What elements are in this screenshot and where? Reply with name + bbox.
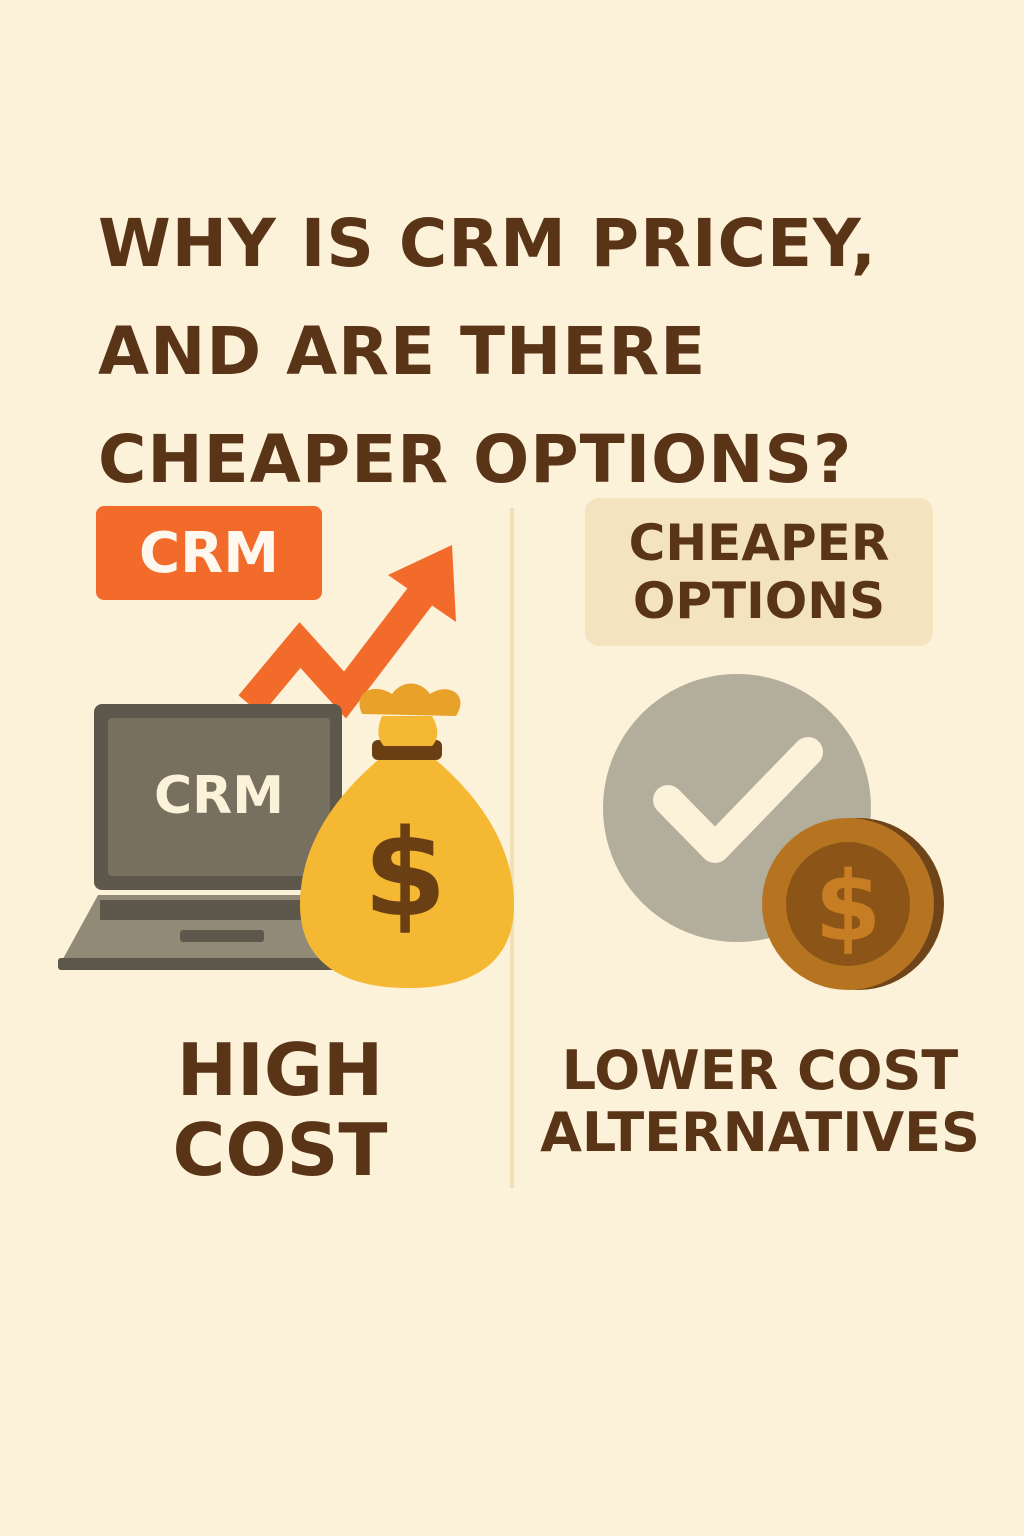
cheaper-options-line-1: CHEAPER <box>628 514 890 572</box>
cheaper-options-line-2: OPTIONS <box>632 572 886 630</box>
lower-cost-caption: LOWER COST ALTERNATIVES <box>530 1040 990 1164</box>
lower-cost-line-1: LOWER COST <box>561 1039 959 1102</box>
high-cost-line-1: HIGH <box>176 1028 384 1112</box>
coin-icon: $ <box>762 818 944 990</box>
high-cost-caption: HIGH COST <box>130 1030 430 1190</box>
high-cost-line-2: COST <box>172 1108 388 1192</box>
money-bag-icon: $ <box>300 683 514 988</box>
crm-badge: CRM <box>96 506 322 600</box>
title-line-3: CHEAPER OPTIONS? <box>98 421 853 498</box>
cheaper-options-badge: CHEAPER OPTIONS <box>585 498 933 646</box>
coin-dollar-symbol: $ <box>815 851 882 963</box>
column-divider <box>510 508 514 1188</box>
crm-laptop-icon: CRM <box>58 704 380 970</box>
title-line-2: AND ARE THERE <box>98 313 707 390</box>
money-bag-dollar-symbol: $ <box>363 805 447 944</box>
page-title: WHY IS CRM PRICEY, AND ARE THERE CHEAPER… <box>98 190 958 514</box>
title-line-1: WHY IS CRM PRICEY, <box>98 205 877 282</box>
lower-cost-line-2: ALTERNATIVES <box>540 1101 980 1164</box>
laptop-screen-label: CRM <box>154 766 284 826</box>
trend-up-arrow-icon <box>238 545 456 719</box>
